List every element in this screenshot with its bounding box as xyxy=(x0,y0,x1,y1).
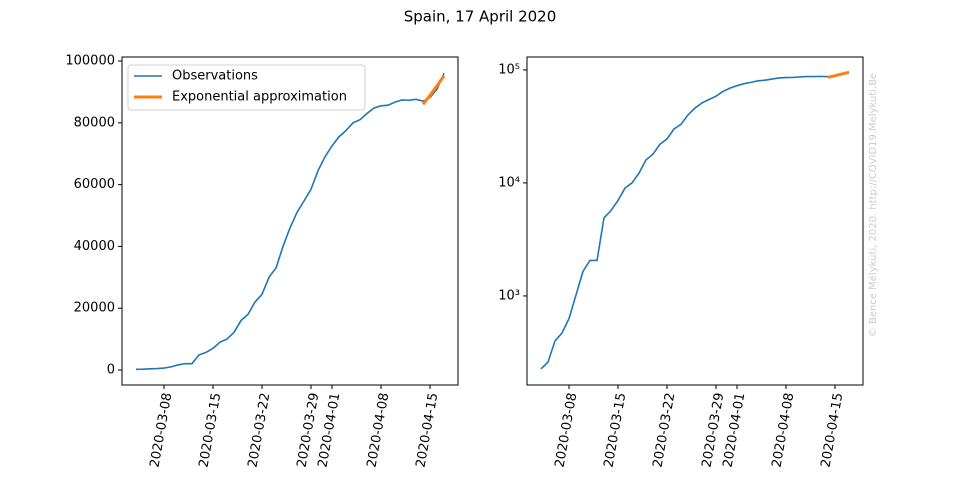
x-tick-label: 2020-03-15 xyxy=(196,392,224,469)
watermark: © Bence Mélykúti, 2020. http://COVID19.M… xyxy=(867,73,879,337)
y-tick-label: 100000 xyxy=(65,54,115,69)
legend-label: Observations xyxy=(172,69,258,84)
axes-frame xyxy=(526,56,864,386)
x-tick-label: 2020-03-08 xyxy=(552,392,580,469)
x-tick-label: 2020-04-15 xyxy=(413,392,441,469)
x-tick-label: 2020-03-08 xyxy=(147,392,175,469)
x-tick-label: 2020-03-22 xyxy=(650,392,678,469)
x-tick-label: 2020-04-08 xyxy=(769,392,797,469)
series-line xyxy=(135,73,445,371)
x-tick-label: 2020-03-15 xyxy=(601,392,629,469)
x-tick-label: 2020-04-15 xyxy=(818,392,846,469)
y-tick-label: 20000 xyxy=(74,301,115,316)
y-tick-label: 60000 xyxy=(74,177,115,192)
series-line xyxy=(421,74,446,106)
y-tick-label: 80000 xyxy=(74,115,115,130)
x-tick-label: 2020-04-08 xyxy=(364,392,392,469)
series-line xyxy=(827,70,850,79)
figure-title: Spain, 17 April 2020 xyxy=(404,8,557,26)
x-tick-label: 2020-03-22 xyxy=(245,392,273,469)
y-tick-label: 10⁵ xyxy=(498,62,520,77)
axes-frame xyxy=(121,56,459,386)
y-tick-label: 40000 xyxy=(74,239,115,254)
y-tick-label: 0 xyxy=(107,363,115,378)
legend-box xyxy=(127,64,366,111)
y-tick-label: 10⁴ xyxy=(498,175,520,190)
series-line xyxy=(540,71,850,370)
y-tick-label: 10³ xyxy=(498,288,520,303)
legend-label: Exponential approximation xyxy=(172,90,347,105)
